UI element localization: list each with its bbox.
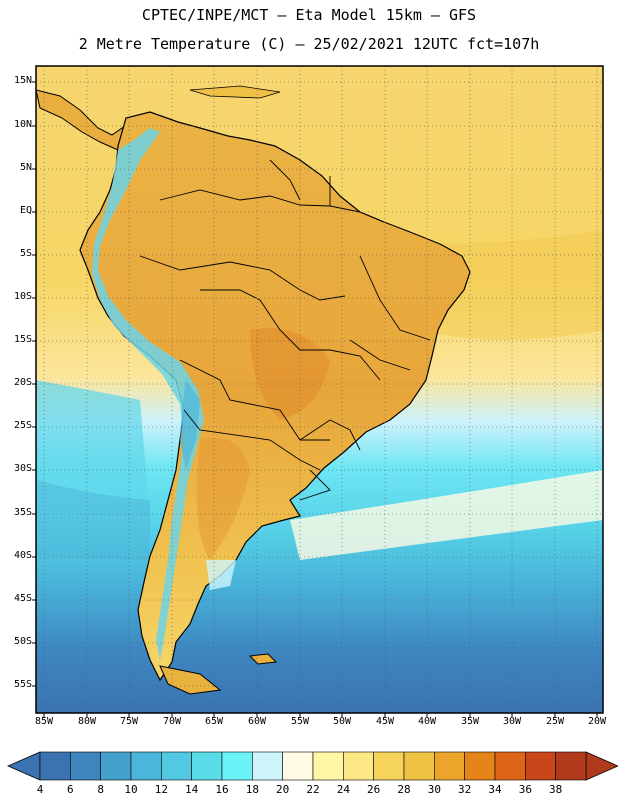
lat-label: 35S bbox=[13, 507, 32, 518]
colorbar-swatch bbox=[343, 751, 374, 781]
lat-label: 5S bbox=[19, 248, 32, 259]
axis-ticks bbox=[32, 81, 598, 717]
lat-label: 40S bbox=[13, 550, 32, 561]
colorbar-label: 8 bbox=[97, 783, 104, 796]
colorbar-label: 32 bbox=[458, 783, 472, 796]
colorbar-label: 12 bbox=[154, 783, 168, 796]
lon-label: 45W bbox=[375, 716, 395, 727]
lon-label: 50W bbox=[332, 716, 352, 727]
hot-interior bbox=[250, 328, 330, 420]
lat-label: 10S bbox=[13, 291, 32, 302]
map-title-line2: 2 Metre Temperature (C) – 25/02/2021 12U… bbox=[78, 35, 540, 53]
colorbar-label: 10 bbox=[124, 783, 138, 796]
lat-label: 50S bbox=[13, 636, 32, 647]
lon-label: 80W bbox=[77, 716, 97, 727]
lon-label: 75W bbox=[119, 716, 139, 727]
lon-label: 40W bbox=[417, 716, 437, 727]
colorbar-label: 14 bbox=[185, 783, 199, 796]
lat-label: 10N bbox=[13, 119, 32, 130]
lon-label: 70W bbox=[162, 716, 182, 727]
colorbar-swatch bbox=[464, 751, 496, 781]
colorbar-label: 26 bbox=[367, 783, 381, 796]
tierra-del-fuego bbox=[159, 665, 222, 695]
colorbar-right-arrow bbox=[585, 751, 618, 781]
colorbar-swatch bbox=[161, 751, 192, 781]
colorbar-label: 28 bbox=[397, 783, 411, 796]
caribbean-islands bbox=[189, 85, 281, 99]
lat-label: 45S bbox=[13, 593, 32, 604]
lat-label: 55S bbox=[13, 679, 32, 690]
lon-label: 35W bbox=[460, 716, 480, 727]
lon-label: 30W bbox=[502, 716, 522, 727]
graticule bbox=[36, 66, 603, 713]
colorbar-swatch bbox=[221, 751, 253, 781]
colorbar-swatch bbox=[191, 751, 223, 781]
andes-cold-ridge bbox=[92, 128, 204, 660]
lon-label: 25W bbox=[545, 716, 565, 727]
falkland-islands bbox=[248, 653, 278, 665]
lon-label: 65W bbox=[204, 716, 224, 727]
lon-label: 55W bbox=[290, 716, 310, 727]
colorbar-swatch bbox=[130, 751, 162, 781]
pacific-cool-tongue bbox=[36, 380, 150, 520]
colorbar-label: 20 bbox=[276, 783, 290, 796]
colorbar-label: 6 bbox=[67, 783, 74, 796]
colorbar-label: 38 bbox=[549, 783, 563, 796]
colorbar-swatch bbox=[100, 751, 132, 781]
colorbar-swatch bbox=[434, 751, 465, 781]
colorbar-label: 18 bbox=[245, 783, 259, 796]
colorbar-swatch bbox=[555, 751, 587, 781]
colorbar-swatch bbox=[39, 751, 71, 781]
colorbar-left-arrow bbox=[7, 751, 41, 781]
colorbar-label: 4 bbox=[36, 783, 44, 796]
lat-label: EQ bbox=[19, 205, 32, 216]
colorbar bbox=[7, 751, 618, 781]
colorbar-swatch bbox=[282, 751, 314, 781]
lon-label: 60W bbox=[247, 716, 267, 727]
colorbar-label: 24 bbox=[336, 783, 350, 796]
colorbar-swatch bbox=[373, 751, 405, 781]
lon-label: 20W bbox=[587, 716, 607, 727]
lat-label: 15S bbox=[13, 334, 32, 345]
pacific-cold-band bbox=[36, 480, 150, 560]
colorbar-label: 30 bbox=[427, 783, 441, 796]
colorbar-swatch bbox=[252, 751, 283, 781]
lat-label: 30S bbox=[13, 463, 32, 474]
colorbar-label: 36 bbox=[518, 783, 532, 796]
colorbar-swatch bbox=[403, 751, 435, 781]
lat-label: 15N bbox=[13, 75, 32, 86]
lat-label: 20S bbox=[13, 377, 32, 388]
colorbar-label: 34 bbox=[488, 783, 502, 796]
map-frame bbox=[35, 65, 604, 714]
lat-label: 25S bbox=[13, 420, 32, 431]
patagonia-cool bbox=[206, 560, 236, 590]
colorbar-label: 16 bbox=[215, 783, 229, 796]
country-borders bbox=[139, 159, 431, 501]
altiplano-cold bbox=[180, 380, 200, 470]
hot-argentina bbox=[196, 438, 250, 560]
colorbar-swatch bbox=[70, 751, 101, 781]
lon-label: 85W bbox=[34, 716, 54, 727]
colorbar-swatch bbox=[494, 751, 526, 781]
mild-band bbox=[290, 470, 603, 560]
colorbar-swatch bbox=[312, 751, 344, 781]
lat-label: 5N bbox=[19, 162, 32, 173]
map-title-line1: CPTEC/INPE/MCT – Eta Model 15km – GFS bbox=[141, 6, 477, 24]
colorbar-label: 22 bbox=[306, 783, 320, 796]
colorbar-swatch bbox=[525, 751, 556, 781]
